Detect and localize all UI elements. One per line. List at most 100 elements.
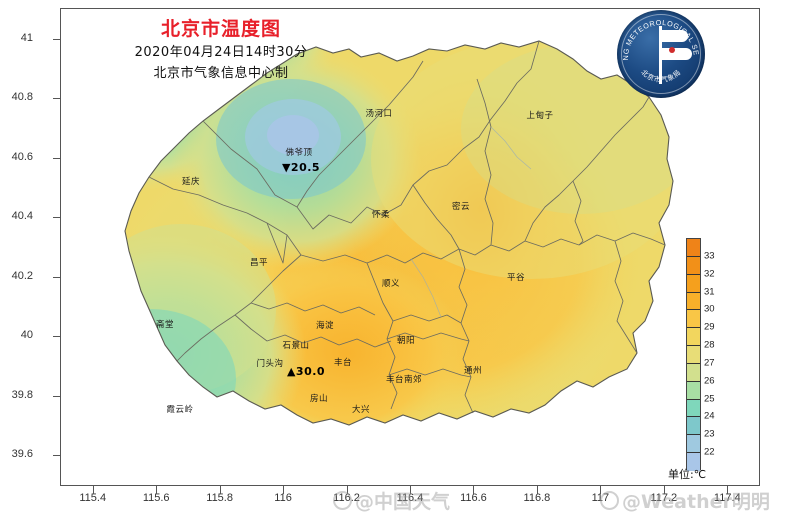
x-axis-tick-mark xyxy=(283,486,285,494)
page-title: 北京市温度图 xyxy=(160,18,281,40)
municipal-boundary xyxy=(124,40,674,426)
map-label-shijingshan: 石景山 xyxy=(282,341,310,351)
watermark-right-text: @Weather明明 xyxy=(622,491,770,513)
y-axis-tick-label: 40.8 xyxy=(11,91,33,104)
colorbar-unit-label: 单位:℃ xyxy=(668,468,707,481)
colorbar-tick-label: 33 xyxy=(704,250,715,262)
map-svg xyxy=(124,40,674,426)
y-axis-tick-label: 39.6 xyxy=(11,448,33,461)
x-axis-tick-mark xyxy=(727,486,729,494)
logo-mast-icon xyxy=(659,26,662,84)
beijing-meteorological-service-logo: BEIJING METEOROLOGICAL SERVICE 北京市气象局 xyxy=(617,10,705,98)
y-axis-tick-mark xyxy=(53,38,61,40)
map-label-huairou: 怀柔 xyxy=(371,210,391,220)
map-label-foyeding: 佛爷顶 xyxy=(285,148,313,158)
map-label-miyun: 密云 xyxy=(451,202,471,212)
colorbar-segment xyxy=(687,274,700,293)
map-label-daxing: 大兴 xyxy=(351,405,371,415)
min-temperature-marker: ▼20.5 xyxy=(282,161,320,174)
colorbar-segment xyxy=(687,328,700,347)
colorbar-segment xyxy=(687,310,700,329)
colorbar-tick-label: 30 xyxy=(704,303,715,315)
map-label-tongzhou: 通州 xyxy=(463,366,483,376)
colorbar-tick-label: 23 xyxy=(704,428,715,440)
colorbar-tick-label: 32 xyxy=(704,268,715,280)
temperature-colorbar xyxy=(686,238,701,471)
map-label-pinggu: 平谷 xyxy=(506,273,526,283)
colorbar-segment xyxy=(687,399,700,418)
map-label-haidian: 海淀 xyxy=(315,321,335,331)
x-axis-tick-label: 116.6 xyxy=(460,492,487,504)
colorbar-tick-label: 31 xyxy=(704,286,715,298)
colorbar-segment xyxy=(687,256,700,275)
logo-red-dot-icon xyxy=(669,47,675,53)
x-axis-tick-label: 116 xyxy=(274,492,292,504)
map-label-shangdianzi: 上甸子 xyxy=(526,111,554,121)
x-axis-tick-mark xyxy=(536,486,538,494)
y-axis-tick-label: 40 xyxy=(20,329,33,342)
colorbar-segment xyxy=(687,381,700,400)
x-axis-tick-mark xyxy=(600,486,602,494)
beijing-temperature-map: 汤河口 上甸子 延庆 怀柔 密云 昌平 顺义 平谷 斋堂 海淀 石景山 朝阳 门… xyxy=(61,9,759,485)
x-axis-tick-label: 116.2 xyxy=(333,492,360,504)
max-temperature-marker: ▲30.0 xyxy=(287,365,325,378)
colorbar-segment xyxy=(687,346,700,364)
x-axis-tick-label: 117.2 xyxy=(650,492,678,504)
colorbar-segment xyxy=(687,453,700,471)
map-label-chaoyang: 朝阳 xyxy=(396,336,416,346)
colorbar-segment xyxy=(687,417,700,436)
map-label-fengtai: 丰台 xyxy=(333,358,353,368)
x-axis-tick-label: 116.4 xyxy=(396,492,424,504)
colorbar-tick-label: 22 xyxy=(704,446,715,458)
title-organization: 北京市气象信息中心制 xyxy=(153,66,289,81)
water-features xyxy=(410,126,532,318)
y-axis-tick-mark xyxy=(53,98,61,100)
y-axis-tick-mark xyxy=(53,455,61,457)
colorbar-tick-label: 27 xyxy=(704,357,715,369)
x-axis-tick-mark xyxy=(346,486,348,494)
up-triangle-icon: ▲ xyxy=(286,365,296,378)
map-label-mentougou: 门头沟 xyxy=(256,359,284,369)
x-axis-tick-label: 117.4 xyxy=(713,492,741,504)
down-triangle-icon: ▼ xyxy=(281,161,291,174)
x-axis-tick-label: 115.4 xyxy=(79,492,107,504)
y-axis-tick-mark xyxy=(53,395,61,397)
y-axis-tick-mark xyxy=(53,336,61,338)
x-axis-tick-mark xyxy=(156,486,158,494)
colorbar-tick-label: 25 xyxy=(704,393,715,405)
district-boundaries xyxy=(148,40,666,414)
map-label-tanghekou: 汤河口 xyxy=(365,109,393,119)
y-axis-tick-label: 40.6 xyxy=(11,150,33,163)
map-label-yanqing: 延庆 xyxy=(181,177,201,187)
map-label-zhaitang: 斋堂 xyxy=(155,320,175,330)
x-axis-tick-mark xyxy=(410,486,411,494)
colorbar-tick-label: 29 xyxy=(704,321,715,333)
min-temperature-value: 20.5 xyxy=(290,161,321,174)
colorbar-segment xyxy=(687,239,700,257)
x-axis-tick-label: 116.8 xyxy=(523,492,551,504)
colorbar-segment xyxy=(687,363,700,382)
map-label-fangshan: 房山 xyxy=(309,394,329,404)
x-axis-tick-mark xyxy=(663,486,665,494)
x-axis-tick-label: 115.6 xyxy=(142,492,170,504)
title-block: 北京市温度图 2020年04月24日14时30分 北京市气象信息中心制 xyxy=(96,16,346,84)
colorbar-segment xyxy=(687,292,700,311)
title-timestamp: 2020年04月24日14时30分 xyxy=(134,45,308,60)
colorbar-tick-label: 28 xyxy=(704,339,715,351)
max-temperature-value: 30.0 xyxy=(295,365,326,378)
y-axis-tick-mark xyxy=(53,157,61,159)
y-axis-tick-mark xyxy=(53,276,61,278)
x-axis-tick-label: 117 xyxy=(591,492,610,504)
x-axis-tick-label: 115.8 xyxy=(206,492,233,504)
y-axis-tick-label: 39.8 xyxy=(11,388,33,401)
x-axis-tick-mark xyxy=(219,486,221,494)
colorbar-segment xyxy=(687,435,700,454)
map-label-xiayunling: 霞云岭 xyxy=(166,405,194,415)
logo-ring xyxy=(621,14,701,94)
map-label-shunyi: 顺义 xyxy=(381,279,401,289)
y-axis-tick-mark xyxy=(53,217,61,219)
watermark-right: @Weather明明 xyxy=(600,487,770,514)
x-axis-tick-mark xyxy=(473,486,475,494)
colorbar-tick-label: 24 xyxy=(704,410,715,422)
